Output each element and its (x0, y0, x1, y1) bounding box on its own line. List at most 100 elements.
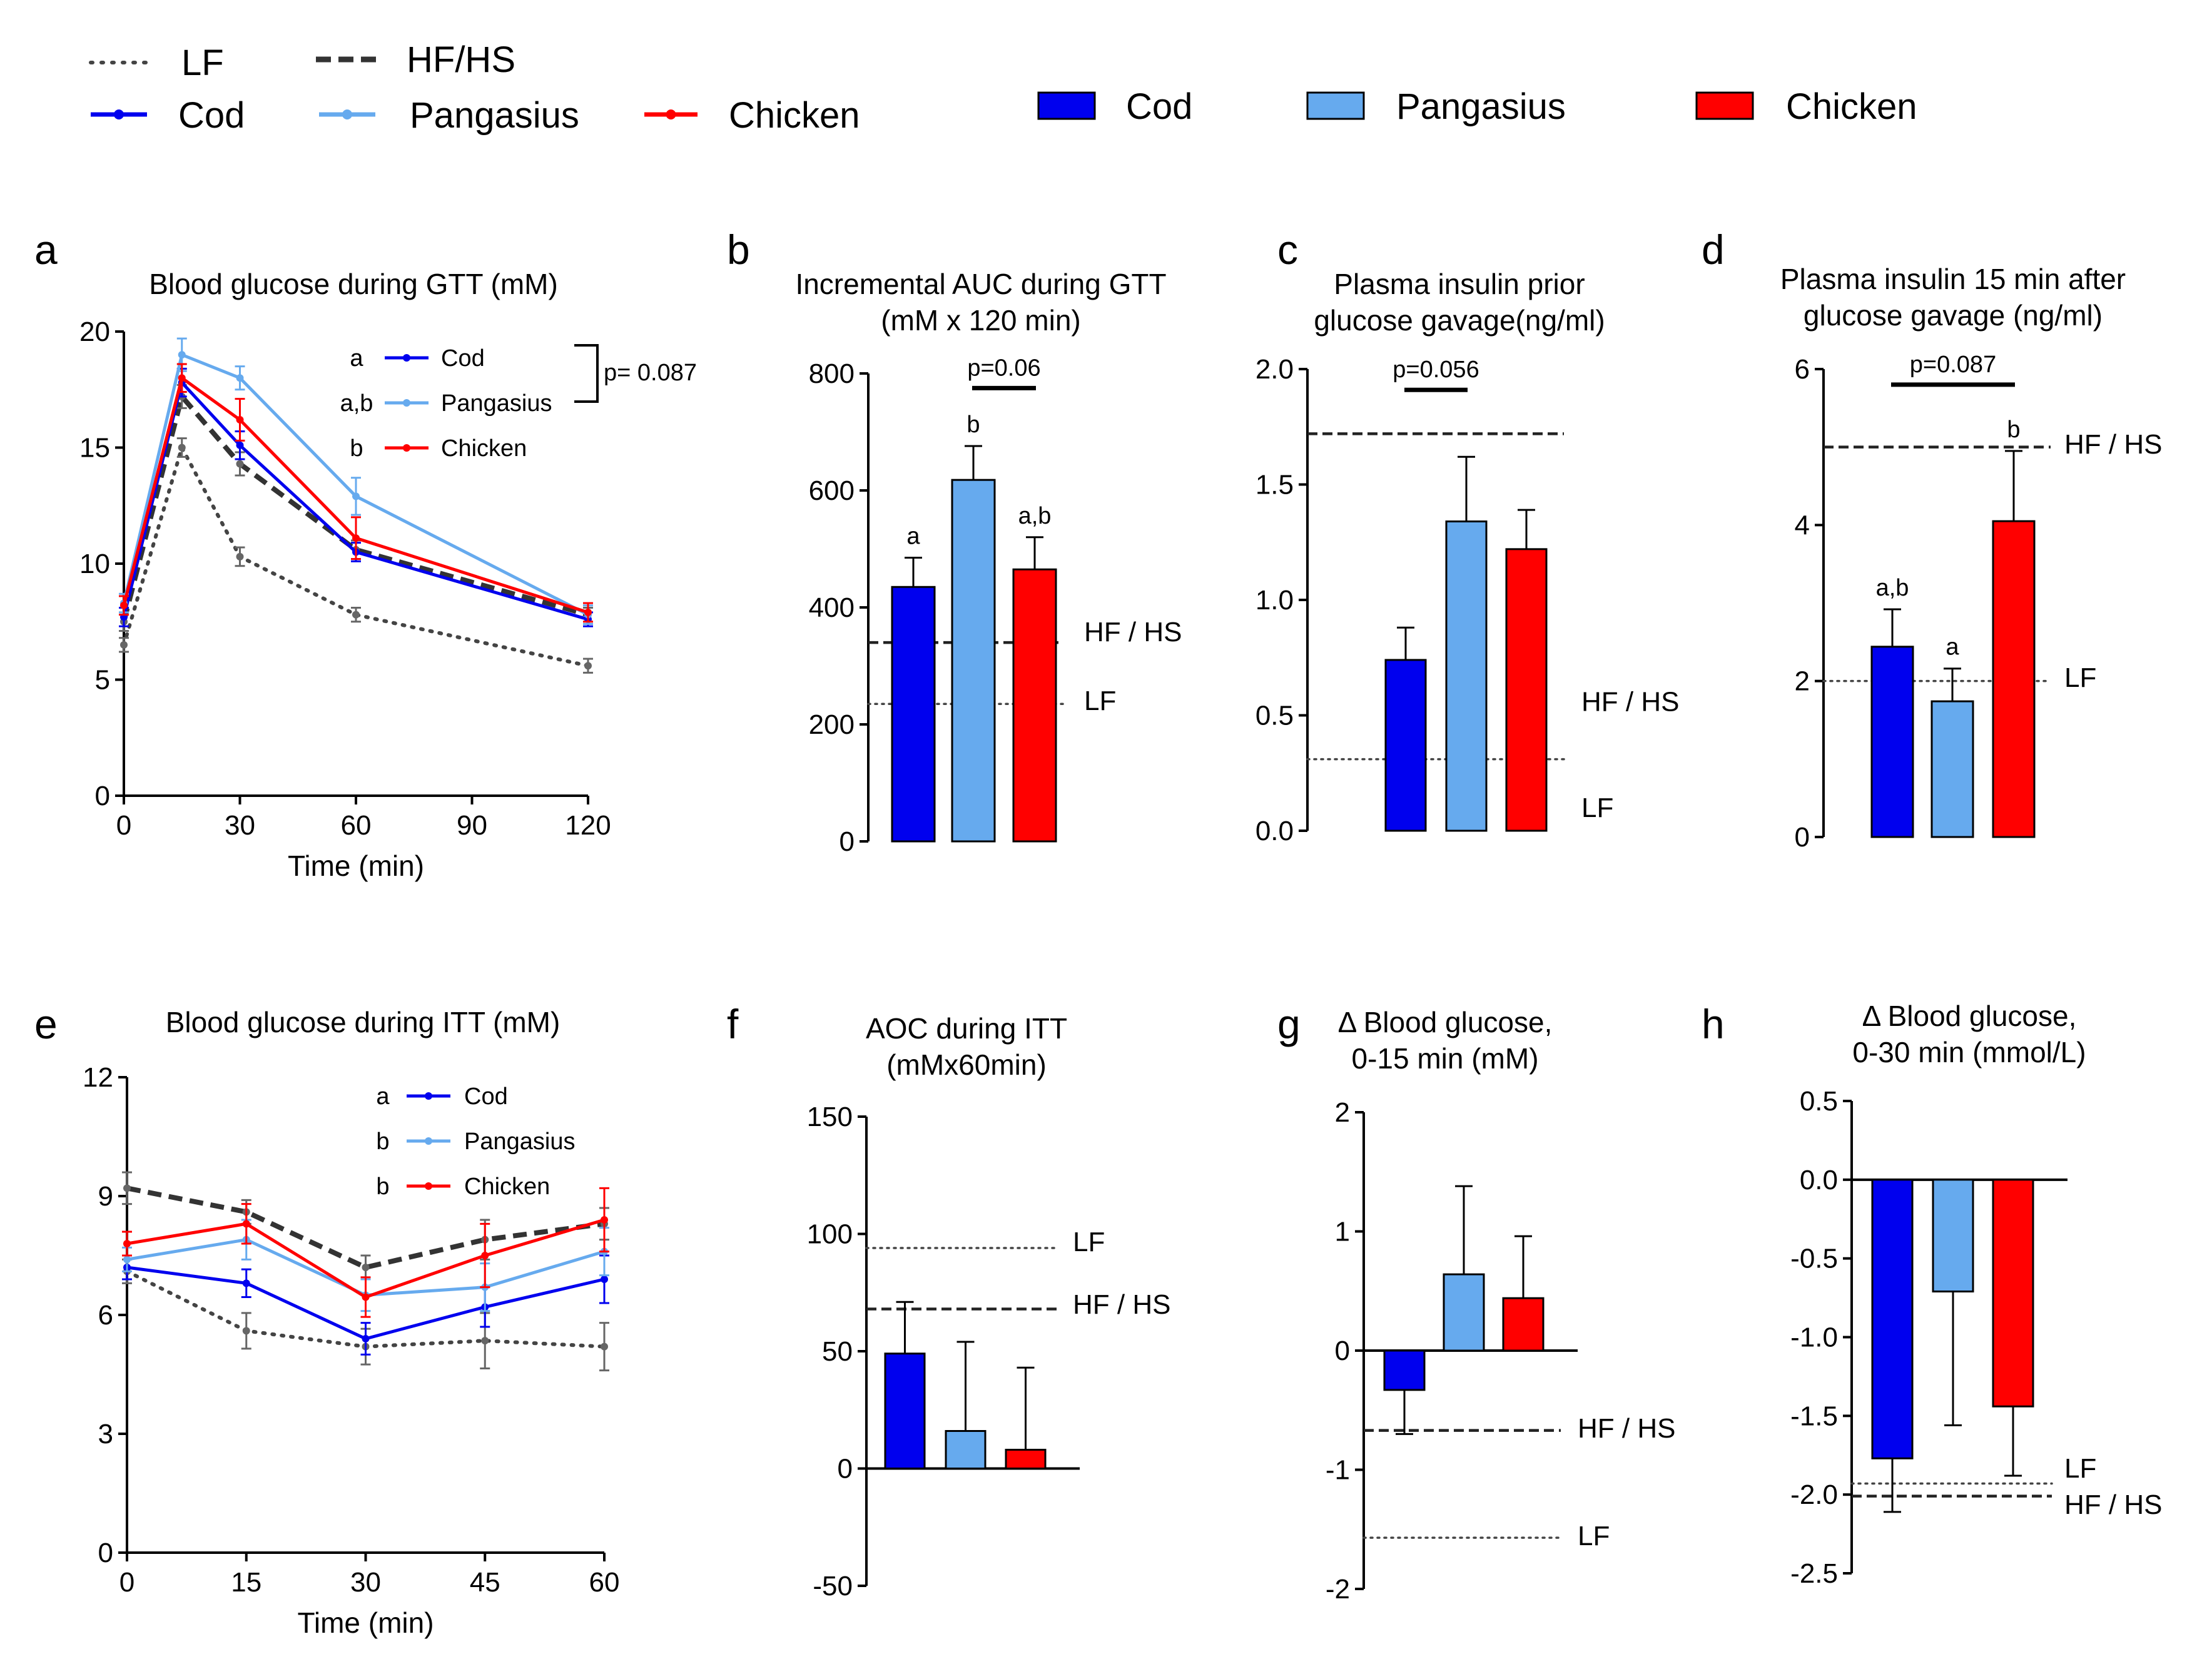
y-tick-label: 800 (809, 358, 855, 389)
panel-h: h Δ Blood glucose, 0-30 min (mmol/L) -2.5 -2… (1702, 1000, 2162, 1589)
panel-letter: a (34, 226, 58, 273)
data-point (242, 1327, 250, 1335)
top-bar-legend: Cod Pangasius Chicken (1037, 86, 1917, 127)
reference-label: HF / HS (1073, 1289, 1170, 1320)
chart-title: Plasma insulin 15 min after (1780, 263, 2126, 295)
y-tick-label: 1.5 (1256, 470, 1294, 500)
legend-label: LF (181, 43, 224, 83)
significance-letter: b (2007, 417, 2020, 443)
x-tick-label: 90 (457, 810, 487, 841)
reference-label: HF / HS (1084, 617, 1182, 647)
inset-legend-marker (403, 354, 410, 362)
y-tick-label: 100 (807, 1219, 853, 1250)
chart-title: (mMx60min) (886, 1048, 1047, 1081)
bar-chicken (1992, 1179, 2034, 1408)
inset-legend-letter: b (350, 435, 363, 462)
bar-cod (1383, 1349, 1426, 1391)
reference-label: LF (1578, 1521, 1610, 1551)
panel-f: f AOC during ITT(mMx60min) -50 0 50 100 150 LF H… (727, 1001, 1170, 1601)
y-tick-label: 0 (838, 1454, 853, 1484)
bar-chicken (1005, 1449, 1047, 1469)
data-point (178, 444, 186, 452)
significance-letter: a,b (1876, 575, 1909, 601)
data-point (123, 1256, 131, 1264)
panel-letter: d (1702, 226, 1725, 273)
chart-title: Plasma insulin prior (1334, 268, 1585, 300)
significance-label: p=0.06 (967, 355, 1040, 381)
inset-legend-marker (425, 1137, 432, 1145)
inset-legend-marker (403, 399, 410, 407)
legend-label: HF/HS (407, 39, 515, 80)
data-point (178, 351, 186, 359)
legend-bar-label: Pangasius (1396, 86, 1566, 127)
inset-legend-label: Pangasius (441, 390, 552, 417)
x-tick-label: 45 (470, 1567, 500, 1598)
panel-letter: f (727, 1001, 739, 1047)
x-tick-label: 30 (225, 810, 255, 841)
inset-legend-marker (403, 444, 410, 452)
reference-label: LF (2064, 662, 2096, 693)
y-tick-label: -50 (813, 1571, 853, 1601)
panel-letter: h (1702, 1001, 1725, 1047)
inset-legend-label: Chicken (441, 435, 527, 462)
inset-legend-label: Pangasius (464, 1129, 575, 1155)
y-tick-label: 6 (1795, 354, 1810, 385)
data-point (123, 1184, 131, 1192)
bar-cod (1871, 1179, 1914, 1459)
bar-cod (1384, 659, 1427, 832)
y-tick-label: 0.0 (1256, 816, 1294, 846)
y-tick-label: -2.5 (1790, 1558, 1838, 1589)
inset-legend-letter: a (350, 345, 363, 372)
significance-letter: b (966, 412, 980, 438)
y-tick-label: 4 (1795, 510, 1810, 540)
legend-label: Pangasius (410, 95, 579, 136)
legend-swatch-cod (1037, 91, 1096, 120)
y-tick-label: 0 (98, 1538, 113, 1568)
x-tick-label: 60 (341, 810, 372, 841)
chart-title: glucose gavage(ng/ml) (1314, 304, 1605, 337)
bar-chicken (1502, 1297, 1545, 1352)
data-point (352, 534, 360, 542)
x-axis-label: Time (min) (297, 1606, 434, 1639)
y-tick-label: 3 (98, 1419, 113, 1449)
legend-bar-label: Chicken (1786, 86, 1917, 127)
data-point (242, 1279, 250, 1287)
y-tick-label: -2 (1326, 1574, 1350, 1605)
panel-letter: e (34, 1001, 58, 1047)
panel-letter: g (1277, 1001, 1301, 1047)
chart-title: Incremental AUC during GTT (795, 268, 1166, 300)
y-tick-label: 9 (98, 1181, 113, 1212)
data-point (362, 1335, 370, 1342)
x-axis-label: Time (min) (288, 850, 424, 882)
data-point (352, 492, 360, 500)
data-point (236, 441, 244, 449)
data-point (242, 1220, 250, 1228)
y-tick-label: 200 (809, 709, 855, 740)
y-tick-label: 0 (840, 826, 855, 857)
y-tick-label: 2 (1795, 666, 1810, 697)
panel-a: a Blood glucose during GTT (mM) 0 5 10 15 20 0 3… (34, 226, 697, 882)
bar-cod (891, 586, 936, 843)
bar-pangasius (951, 479, 996, 843)
y-tick-label: 400 (809, 592, 855, 623)
bar-chicken (1505, 548, 1548, 832)
data-point (120, 641, 128, 649)
x-tick-label: 0 (119, 1567, 134, 1598)
significance-letter: a (906, 524, 920, 550)
legend-label: Cod (178, 95, 245, 136)
bar-pangasius (1930, 700, 1974, 838)
x-tick-label: 60 (589, 1567, 620, 1598)
y-tick-label: 15 (79, 433, 110, 464)
panel-e: e Blood glucose during ITT (mM) 0 3 6 9 12 0 15 3… (34, 1001, 619, 1639)
panel-g: g Δ Blood glucose, 0-15 min (mM) -2 -1 0 1 2 HF … (1277, 1001, 1675, 1605)
chart-title: Blood glucose during ITT (mM) (166, 1006, 561, 1038)
data-point (362, 1264, 370, 1271)
inset-legend-label: Cod (441, 345, 485, 372)
x-tick-label: 30 (350, 1567, 381, 1598)
inset-legend-letter: a (376, 1083, 390, 1110)
data-point (362, 1293, 370, 1301)
y-tick-label: 1.0 (1256, 585, 1294, 616)
y-tick-label: 0.0 (1800, 1165, 1838, 1195)
